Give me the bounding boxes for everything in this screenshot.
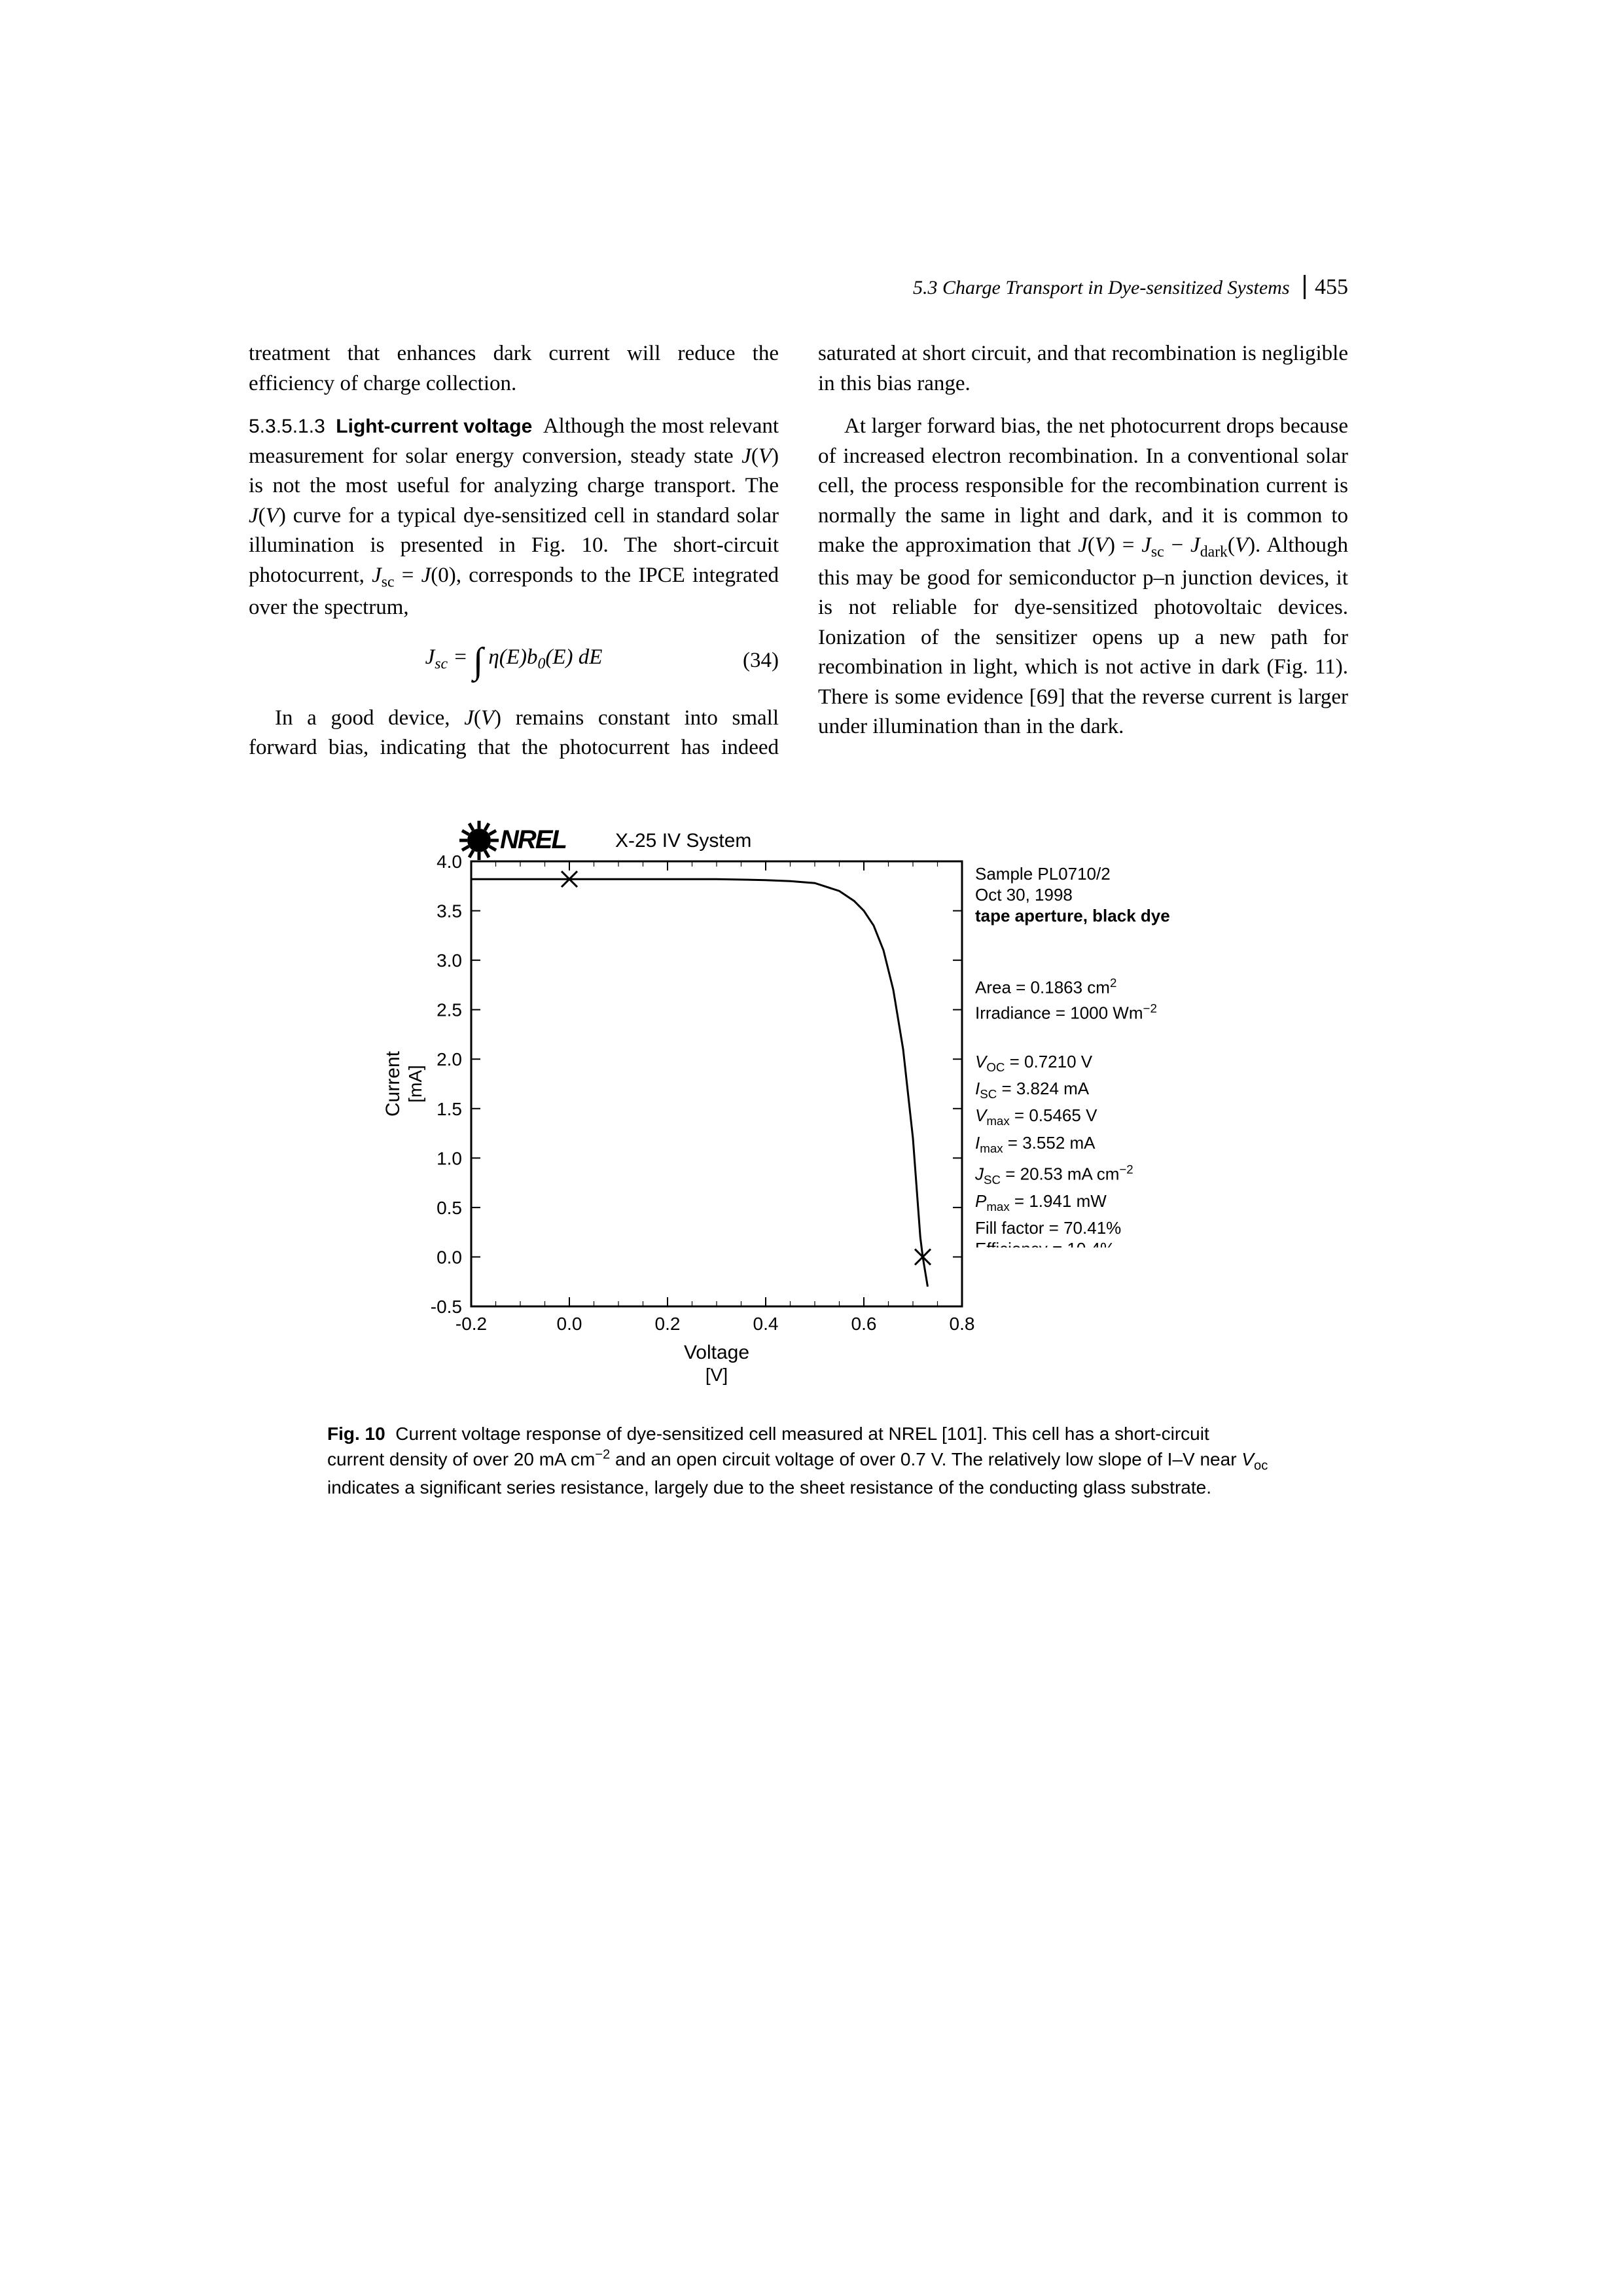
figure: -0.20.00.20.40.60.8-0.50.00.51.01.52.02.… <box>249 809 1348 1500</box>
iv-chart: -0.20.00.20.40.60.8-0.50.00.51.01.52.02.… <box>308 809 1289 1398</box>
svg-text:-0.5: -0.5 <box>431 1297 462 1317</box>
svg-text:[mA]: [mA] <box>405 1065 425 1103</box>
paragraph: Although the most relevant measurement f… <box>249 414 779 619</box>
svg-text:Oct 30, 1998: Oct 30, 1998 <box>975 885 1073 905</box>
svg-text:1.5: 1.5 <box>437 1099 462 1119</box>
figure-caption-text: Current voltage response of dye-sensitiz… <box>327 1424 1268 1498</box>
subsection-heading: 5.3.5.1.3 Light-current voltage Although… <box>249 412 779 623</box>
section-title: 5.3 Charge Transport in Dye-sensitized S… <box>913 277 1290 298</box>
section-title-inline: Light-current voltage <box>336 416 532 437</box>
svg-text:0.8: 0.8 <box>950 1314 975 1334</box>
equation: Jsc = ∫ η(E)b0(E) dE (34) <box>249 636 779 687</box>
figure-caption: Fig. 10 Current voltage response of dye-… <box>327 1422 1270 1500</box>
running-header: 5.3 Charge Transport in Dye-sensitized S… <box>249 275 1348 300</box>
svg-text:Voltage: Voltage <box>684 1342 749 1363</box>
svg-text:2.0: 2.0 <box>437 1049 462 1069</box>
equation-number: (34) <box>743 646 779 676</box>
svg-text:1.0: 1.0 <box>437 1148 462 1168</box>
svg-text:tape aperture, black dye: tape aperture, black dye <box>975 906 1170 925</box>
svg-text:0.0: 0.0 <box>437 1247 462 1267</box>
svg-text:Sample PL0710/2: Sample PL0710/2 <box>975 864 1111 884</box>
svg-text:0.4: 0.4 <box>753 1314 779 1334</box>
figure-label: Fig. 10 <box>327 1424 385 1444</box>
svg-text:0.0: 0.0 <box>557 1314 582 1334</box>
svg-text:NREL: NREL <box>500 825 566 854</box>
paragraph: At larger forward bias, the net photocur… <box>818 412 1348 742</box>
section-number: 5.3.5.1.3 <box>249 416 325 437</box>
svg-text:[V]: [V] <box>705 1365 728 1385</box>
svg-text:Current: Current <box>382 1050 404 1117</box>
paragraph: treatment that enhances dark current wil… <box>249 339 779 399</box>
body-text: treatment that enhances dark current wil… <box>249 339 1348 763</box>
svg-text:X-25 IV System: X-25 IV System <box>615 830 751 852</box>
svg-text:3.0: 3.0 <box>437 950 462 971</box>
svg-text:0.5: 0.5 <box>437 1198 462 1218</box>
svg-text:0.2: 0.2 <box>655 1314 681 1334</box>
svg-text:2.5: 2.5 <box>437 1000 462 1020</box>
svg-text:4.0: 4.0 <box>437 852 462 872</box>
svg-text:3.5: 3.5 <box>437 901 462 922</box>
page-number: 455 <box>1304 275 1348 299</box>
svg-text:0.6: 0.6 <box>851 1314 877 1334</box>
